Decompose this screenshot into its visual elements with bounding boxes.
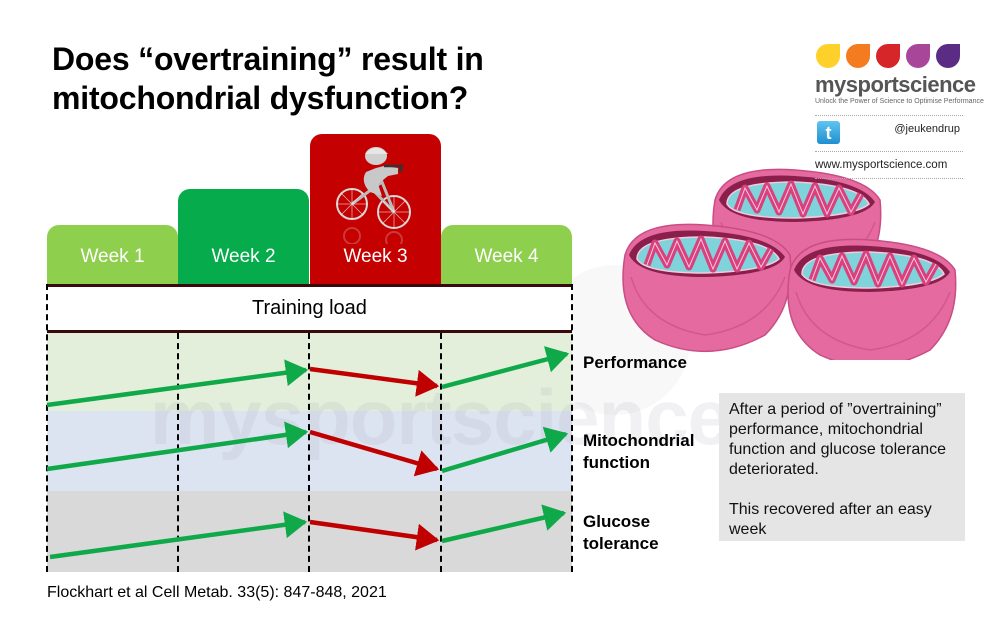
summary-paragraph-1: After a period of ”overtraining” perform… [729, 401, 947, 478]
column-divider [440, 333, 442, 572]
week-2-block: Week 2 [178, 189, 309, 284]
website-link[interactable]: www.mysportscience.com [815, 159, 948, 171]
title-line-2: mitochondrial dysfunction? [52, 80, 469, 116]
title-line-1: Does “overtraining” result in [52, 41, 484, 77]
summary-note: After a period of ”overtraining” perform… [719, 393, 965, 541]
twitter-icon[interactable]: t [817, 121, 840, 144]
mitochondria-illustration [610, 160, 970, 360]
divider [815, 178, 963, 179]
week-1-label: Week 1 [80, 246, 145, 267]
training-load-label: Training load [252, 297, 367, 319]
row-label-performance: Performance [583, 353, 687, 372]
glucose-decrease-arrow [309, 519, 440, 551]
logo-droplet-magenta [906, 44, 930, 68]
performance-decrease-arrow [309, 366, 440, 397]
mitochondrial-recovery-arrow [441, 426, 569, 474]
column-divider [308, 333, 310, 572]
logo-droplet-purple [936, 44, 960, 68]
logo-droplet-red [876, 44, 900, 68]
performance-recovery-arrow [441, 346, 570, 390]
training-load-bar: Training load [47, 284, 572, 333]
column-divider [571, 284, 573, 572]
week-2-label: Week 2 [211, 246, 276, 267]
week-3-label: Week 3 [343, 246, 408, 267]
twitter-handle-link[interactable]: @jeukendrup [894, 123, 960, 135]
brand-tagline: Unlock the Power of Science to Optimise … [815, 98, 984, 105]
divider [815, 151, 963, 152]
column-divider [46, 284, 48, 572]
page-title: Does “overtraining” result in mitochondr… [52, 40, 484, 118]
week-4-label: Week 4 [474, 246, 539, 267]
row-label-glucose: Glucose tolerance [583, 512, 659, 553]
glucose-recovery-arrow [441, 504, 567, 544]
glucose-increase-arrow [49, 511, 308, 560]
logo-droplet-yellow [816, 44, 840, 68]
divider [815, 115, 963, 116]
week-1-block: Week 1 [47, 225, 178, 284]
week-3-block: Week 3 [310, 134, 441, 284]
mitochondrial-decrease-arrow [309, 429, 440, 477]
mitochondrial-increase-arrow [46, 421, 309, 472]
performance-increase-arrow [46, 359, 309, 408]
citation: Flockhart et al Cell Metab. 33(5): 847-8… [47, 584, 387, 601]
summary-paragraph-2: This recovered after an easy week [729, 501, 932, 538]
row-label-mitochondrial: Mitochondrial function [583, 431, 695, 472]
week-4-block: Week 4 [441, 225, 572, 284]
brand-name: mysportscience [815, 72, 976, 97]
cyclist-icon [336, 147, 411, 244]
logo-droplet-orange [846, 44, 870, 68]
